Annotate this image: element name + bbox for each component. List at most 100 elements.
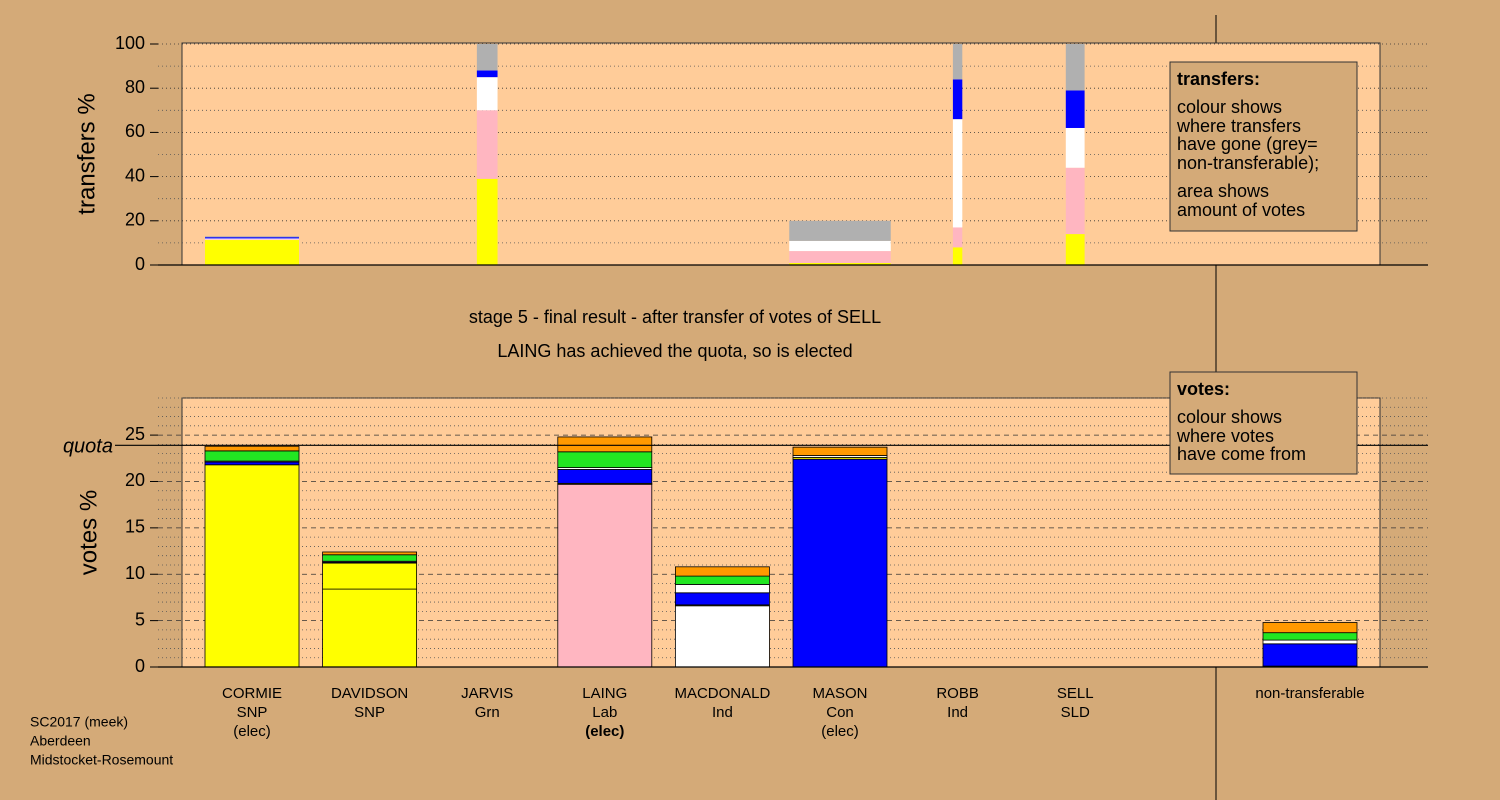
y-tick-label: 25 [125, 424, 145, 444]
party-label: Grn [475, 704, 500, 721]
bar-segment [557, 451, 653, 468]
bar-segment [952, 247, 963, 265]
bar-segment [205, 239, 299, 241]
box-text: non-transferable); [1177, 153, 1319, 173]
bar-segment [476, 110, 498, 179]
bar-segment [205, 240, 299, 265]
party-label: SNP [237, 704, 268, 721]
bar-segment [204, 461, 300, 466]
status-label: (elec) [821, 723, 859, 740]
votes-box: votes: colour shows where votes have com… [1169, 371, 1358, 475]
box-text: area shows [1177, 181, 1269, 201]
bar-segment [322, 554, 418, 562]
box-text: colour shows [1177, 97, 1282, 117]
box-text: where votes [1176, 426, 1274, 446]
bar-segment [675, 592, 770, 606]
box-frame [1169, 61, 1358, 232]
bar-segment [789, 220, 891, 241]
bar-segment [1065, 234, 1085, 265]
footer-text: SC2017 (meek) [30, 714, 128, 730]
category-name: DAVIDSON [331, 685, 408, 702]
box-text: colour shows [1177, 407, 1282, 427]
y-tick-label: 15 [125, 517, 145, 537]
category-name: MACDONALD [674, 685, 770, 702]
box-text: amount of votes [1177, 200, 1305, 220]
party-label: Con [826, 704, 854, 721]
y-axis-label: transfers % [73, 93, 100, 214]
bar-segment [1065, 127, 1085, 168]
box-text: have come from [1177, 444, 1306, 464]
bar-segment [675, 605, 770, 668]
y-tick-label: 5 [135, 609, 145, 629]
bar-segment [792, 458, 888, 668]
status-label: (elec) [585, 723, 624, 740]
party-label: SLD [1061, 704, 1090, 721]
category-name: non-transferable [1255, 685, 1364, 702]
bar-segment [675, 584, 770, 594]
bar-segment [789, 263, 891, 265]
bar-segment [789, 251, 891, 264]
bar-segment [1065, 90, 1085, 128]
bar-segment [557, 469, 653, 484]
y-axis-label: votes % [75, 490, 102, 575]
category-name: CORMIE [222, 685, 282, 702]
bar-segment [1262, 622, 1358, 634]
bar-segment [952, 119, 963, 228]
footer-text: Aberdeen [30, 733, 91, 749]
footer-text: Midstocket-Rosemount [30, 752, 173, 768]
box-frame [1169, 371, 1358, 475]
quota-label: quota [63, 436, 113, 458]
stage-title: stage 5 - final result - after transfer … [469, 307, 881, 327]
bar-segment [205, 237, 299, 239]
bar-segment [1262, 639, 1358, 645]
bar-segment [1065, 167, 1085, 235]
bar-segment [675, 575, 770, 585]
bar-segment [204, 450, 300, 462]
bar-segment [476, 44, 498, 71]
bar-segment [476, 77, 498, 111]
bar-segment [952, 227, 963, 248]
bar-segment [1262, 632, 1358, 641]
stage-subtitle: LAING has achieved the quota, so is elec… [497, 341, 852, 361]
bar-segment [789, 240, 891, 252]
bar-segment [952, 44, 963, 80]
votes-plot: 0 5 10 15 20 25 votes % CORMIE SNP (elec) DAVIDSON… [63, 397, 1428, 740]
bar-segment [205, 238, 299, 240]
y-tick-label: 100 [115, 33, 145, 53]
bar-segment [204, 445, 300, 452]
party-label: Ind [712, 704, 733, 721]
y-tick-label: 40 [125, 165, 145, 185]
party-label: Ind [947, 704, 968, 721]
bar-segment [1262, 643, 1358, 667]
bar-segment [205, 236, 299, 238]
bar-segment [675, 566, 770, 577]
bar-segment [322, 562, 418, 590]
status-label: (elec) [233, 723, 271, 740]
bar-segment [557, 436, 653, 453]
y-tick-label: 80 [125, 77, 145, 97]
bar-segment [322, 551, 418, 556]
box-heading: votes: [1177, 379, 1230, 399]
transfers-box: transfers: colour shows where transfers … [1169, 61, 1358, 232]
category-name: LAING [582, 685, 627, 702]
y-tick-label: 60 [125, 121, 145, 141]
category-name: MASON [812, 685, 867, 702]
y-tick-label: 10 [125, 563, 145, 583]
category-name: JARVIS [461, 685, 513, 702]
party-label: SNP [354, 704, 385, 721]
category-name: SELL [1057, 685, 1094, 702]
box-text: where transfers [1176, 116, 1301, 136]
bar-segment [557, 483, 653, 668]
bar-segment [322, 588, 418, 668]
bar-segment [952, 79, 963, 120]
y-tick-label: 0 [135, 254, 145, 274]
y-tick-label: 20 [125, 210, 145, 230]
bar-segment [1065, 44, 1085, 91]
bar-segment [204, 464, 300, 668]
y-tick-label: 0 [135, 656, 145, 676]
party-label: Lab [592, 704, 617, 721]
category-name: ROBB [936, 685, 979, 702]
bar-segment [476, 70, 498, 78]
